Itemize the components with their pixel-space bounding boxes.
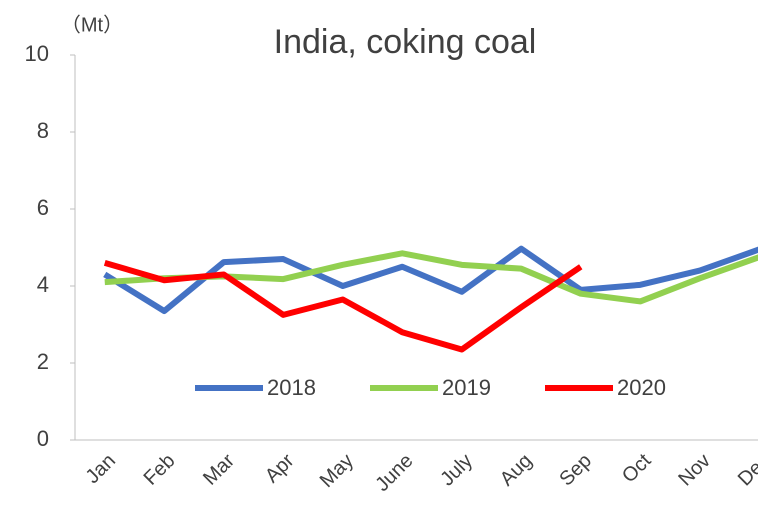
x-tick-label: Feb	[140, 450, 180, 490]
y-unit: （Mt）	[61, 13, 123, 36]
x-tick-label: May	[316, 450, 358, 492]
series-line	[103, 245, 758, 315]
x-tick-label: Dec	[734, 450, 758, 491]
x-tick-label: Mar	[199, 449, 239, 489]
x-tick-label: Apr	[261, 449, 299, 487]
y-tick-label: 0	[37, 426, 49, 451]
x-tick-label: June	[371, 450, 417, 496]
x-tick-label: Jan	[82, 450, 120, 488]
x-tick-label: Sep	[555, 450, 596, 491]
x-tick-label: Aug	[496, 450, 537, 491]
series-line	[103, 260, 583, 353]
x-tick-label: Oct	[618, 449, 656, 487]
legend-label: 2018	[267, 375, 316, 400]
y-tick-label: 2	[37, 349, 49, 374]
x-tick-label: July	[436, 450, 477, 491]
x-tick-label: Nov	[674, 450, 715, 491]
y-tick-label: 10	[25, 41, 49, 66]
chart-title: India, coking coal	[274, 23, 537, 61]
y-tick-label: 4	[37, 272, 49, 297]
legend-label: 2020	[617, 375, 666, 400]
legend-label: 2019	[442, 375, 491, 400]
y-tick-label: 6	[37, 195, 49, 220]
y-tick-label: 8	[37, 118, 49, 143]
